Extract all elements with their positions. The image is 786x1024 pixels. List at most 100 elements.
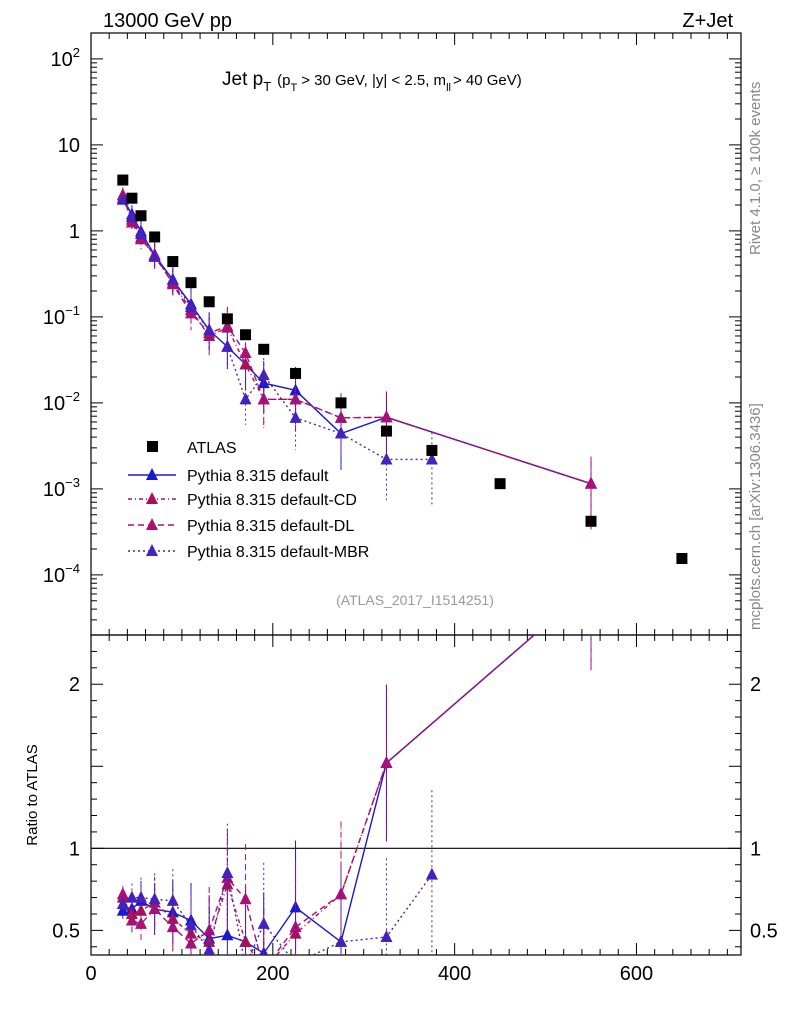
series-point-mbr	[257, 368, 270, 381]
legend-marker-dl	[146, 518, 158, 530]
legend-marker-default	[146, 468, 158, 480]
ratio-point-mbr	[116, 897, 129, 910]
chart-title: Jet pT (pT > 30 GeV, |y| < 2.5, mll > 40 Ge…	[222, 69, 522, 94]
ratio-frame	[90, 634, 742, 956]
y-tick-label: 1	[69, 221, 80, 243]
ratio-point-cd	[585, 579, 597, 591]
series-point-dl	[380, 410, 393, 423]
ratio-tick-label-right: 2	[750, 674, 761, 696]
rivet-label: Rivet 4.1.0, ≥ 100k events	[747, 82, 764, 255]
y-tick-label: 10−4	[43, 561, 80, 587]
data-point-atlas	[126, 192, 138, 204]
legend-label-mbr: Pythia 8.315 default-MBR	[187, 544, 369, 561]
legend-marker-mbr	[146, 544, 158, 556]
energy-label: 13000 GeV pp	[103, 10, 232, 32]
series-point-mbr	[380, 452, 393, 465]
ratio-point-mbr	[125, 890, 138, 903]
data-point-atlas	[221, 313, 233, 325]
x-tick-labels: 0 200 400 600	[85, 963, 653, 985]
series-point-mbr	[148, 249, 161, 262]
ratio-point-mbr	[185, 918, 197, 931]
series-point-mbr	[116, 192, 129, 205]
y-tick-exp: −1	[65, 303, 80, 318]
ratio-point-mbr	[335, 934, 347, 947]
legend-label-default: Pythia 8.315 default	[187, 468, 329, 485]
analysis-watermark: (ATLAS_2017_I1514251)	[336, 592, 494, 608]
y-tick-label: 10−1	[43, 303, 80, 329]
ratio-line-mbr	[122, 872, 433, 955]
series-point-mbr	[289, 410, 302, 423]
ratio-point-dl	[116, 887, 129, 900]
title-cuts: > 30 GeV, |y| < 2.5, m	[301, 72, 446, 89]
main-series-group	[116, 187, 597, 530]
y-tick-base: 10	[43, 479, 65, 501]
ratio-tick-label-left: 2	[69, 674, 80, 696]
series-point-dl	[289, 392, 302, 405]
title-open: (p	[277, 72, 290, 89]
ratio-point-cd	[239, 934, 252, 947]
data-point-atlas	[494, 478, 506, 490]
ratio-line-dl	[122, 635, 536, 955]
series-point-mbr	[239, 392, 252, 405]
legend-marker-cd	[146, 492, 158, 504]
y-tick-base: 10	[43, 307, 65, 329]
y-tick-exp: −4	[65, 561, 80, 576]
x-tick-label: 0	[85, 963, 96, 985]
ratio-point-dl	[380, 756, 393, 768]
ratio-point-dl	[203, 923, 216, 936]
legend: ATLAS Pythia 8.315 default Pythia 8.315 …	[128, 440, 369, 561]
ratio-point-dl	[185, 936, 197, 949]
data-point-atlas	[676, 553, 688, 565]
y-tick-base: 10	[43, 565, 65, 587]
y-tick-label: 10	[58, 135, 80, 157]
process-label: Z+Jet	[682, 10, 733, 32]
ratio-point-mbr	[290, 956, 302, 968]
ratio-series-group	[116, 579, 597, 968]
data-point-atlas	[185, 277, 197, 289]
data-point-atlas	[585, 515, 597, 527]
series-point-mbr	[203, 323, 216, 336]
legend-label-cd: Pythia 8.315 default-CD	[187, 492, 357, 509]
ratio-point-mbr	[425, 867, 438, 880]
ratio-point-default	[585, 579, 597, 591]
ratio-line-cd	[122, 635, 536, 955]
ratio-point-dl	[125, 913, 138, 926]
series-point-mbr	[221, 339, 234, 352]
data-point-atlas	[149, 231, 161, 243]
y-tick-label: 10−2	[43, 389, 80, 415]
series-point-dl	[239, 346, 252, 359]
ratio-point-default	[221, 928, 234, 941]
series-point-mbr	[135, 227, 147, 240]
ratio-point-dl	[239, 892, 252, 905]
series-point-mbr	[125, 210, 138, 223]
legend-label-atlas: ATLAS	[187, 440, 237, 457]
ratio-point-default	[116, 903, 129, 916]
data-point-atlas	[258, 343, 270, 355]
ratio-point-cd	[125, 906, 138, 919]
series	[116, 187, 597, 968]
atlas-data	[117, 174, 688, 565]
ratio-tick-label-right: 1	[750, 838, 761, 860]
legend-label-dl: Pythia 8.315 default-DL	[187, 518, 354, 535]
y-tick-base: 10	[58, 135, 80, 157]
title-main: Jet p	[222, 69, 263, 90]
series-point-mbr	[166, 272, 179, 285]
x-tick-label: 200	[256, 963, 289, 985]
legend-marker-atlas	[147, 441, 158, 452]
data-point-atlas	[335, 397, 347, 409]
ratio-point-mbr	[135, 890, 147, 903]
series-point-dl	[221, 319, 234, 332]
y-tick-label: 10−3	[43, 475, 80, 501]
axes	[90, 32, 742, 956]
ratio-point-dl	[148, 902, 161, 915]
data-point-atlas	[117, 174, 129, 186]
y-tick-base: 1	[69, 221, 80, 243]
title-mll-sub: ll	[446, 82, 451, 94]
ratio-point-dl	[335, 887, 347, 900]
data-point-atlas	[380, 425, 392, 437]
data-point-atlas	[135, 210, 147, 222]
x-tick-label: 400	[438, 963, 471, 985]
ratio-ylabel: Ratio to ATLAS	[24, 744, 41, 845]
ratio-y-tick-labels: 2 1 0.5 2 1 0.5	[52, 674, 778, 942]
data-point-atlas	[167, 256, 179, 268]
